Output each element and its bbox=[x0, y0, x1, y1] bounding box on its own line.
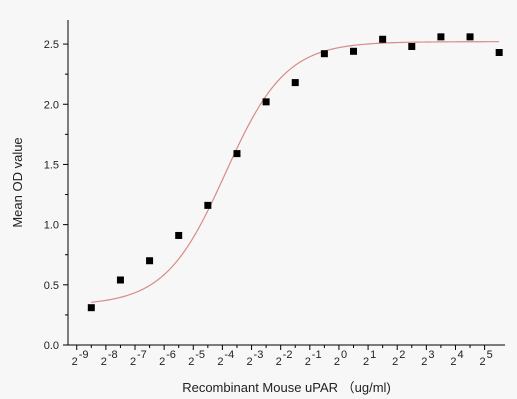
fit-curve-layer bbox=[91, 41, 500, 303]
x-tick-exponent: -7 bbox=[137, 349, 147, 361]
data-point bbox=[262, 98, 270, 106]
x-tick-label: 2 bbox=[130, 356, 136, 368]
data-point bbox=[233, 150, 241, 158]
data-point bbox=[379, 35, 387, 43]
y-tick-label: 1.0 bbox=[44, 220, 59, 232]
x-tick-exponent: -8 bbox=[108, 349, 118, 361]
x-tick-label: 2 bbox=[276, 356, 282, 368]
data-point bbox=[320, 50, 328, 58]
fit-curve bbox=[91, 41, 500, 303]
data-point bbox=[466, 33, 474, 41]
axes: 0.00.51.01.52.02.52-92-82-72-62-52-42-32… bbox=[44, 20, 505, 368]
data-point bbox=[87, 304, 95, 312]
data-point bbox=[408, 42, 416, 50]
x-tick-exponent: -2 bbox=[283, 349, 293, 361]
x-tick-label: 2 bbox=[392, 356, 398, 368]
x-tick-exponent: -9 bbox=[79, 349, 89, 361]
y-tick-label: 1.5 bbox=[44, 159, 59, 171]
x-tick-label: 2 bbox=[363, 356, 369, 368]
data-point bbox=[350, 47, 358, 55]
x-tick-exponent: -1 bbox=[312, 349, 322, 361]
x-tick-exponent: 1 bbox=[370, 349, 376, 361]
data-point bbox=[204, 201, 212, 209]
x-tick-exponent: -3 bbox=[254, 349, 264, 361]
data-point bbox=[437, 33, 445, 41]
y-tick-label: 2.0 bbox=[44, 99, 59, 111]
x-tick-label: 2 bbox=[480, 356, 486, 368]
x-tick-label: 2 bbox=[72, 356, 78, 368]
x-tick-exponent: 0 bbox=[341, 349, 347, 361]
x-tick-exponent: -5 bbox=[195, 349, 205, 361]
data-points-layer bbox=[87, 33, 503, 312]
x-tick-label: 2 bbox=[334, 356, 340, 368]
axis-labels-layer: Recombinant Mouse uPAR （ug/ml) Mean OD va… bbox=[10, 137, 391, 395]
data-point bbox=[116, 276, 124, 284]
y-tick-label: 0.5 bbox=[44, 280, 59, 292]
data-point bbox=[291, 79, 299, 87]
y-tick-label: 2.5 bbox=[44, 39, 59, 51]
x-tick-label: 2 bbox=[188, 356, 194, 368]
y-axis-title: Mean OD value bbox=[10, 137, 25, 227]
x-tick-exponent: 3 bbox=[428, 349, 434, 361]
x-tick-label: 2 bbox=[305, 356, 311, 368]
y-tick-label: 0.0 bbox=[44, 340, 59, 352]
x-tick-exponent: 5 bbox=[487, 349, 493, 361]
x-tick-label: 2 bbox=[421, 356, 427, 368]
x-tick-label: 2 bbox=[450, 356, 456, 368]
x-tick-exponent: 2 bbox=[399, 349, 405, 361]
x-tick-label: 2 bbox=[246, 356, 252, 368]
x-tick-exponent: 4 bbox=[457, 349, 463, 361]
x-axis-title: Recombinant Mouse uPAR （ug/ml) bbox=[182, 380, 391, 395]
data-point bbox=[146, 257, 154, 265]
x-tick-label: 2 bbox=[217, 356, 223, 368]
x-tick-exponent: -6 bbox=[166, 349, 176, 361]
x-tick-exponent: -4 bbox=[224, 349, 234, 361]
x-tick-label: 2 bbox=[101, 356, 107, 368]
x-tick-label: 2 bbox=[159, 356, 165, 368]
data-point bbox=[175, 231, 183, 239]
data-point bbox=[495, 49, 503, 56]
